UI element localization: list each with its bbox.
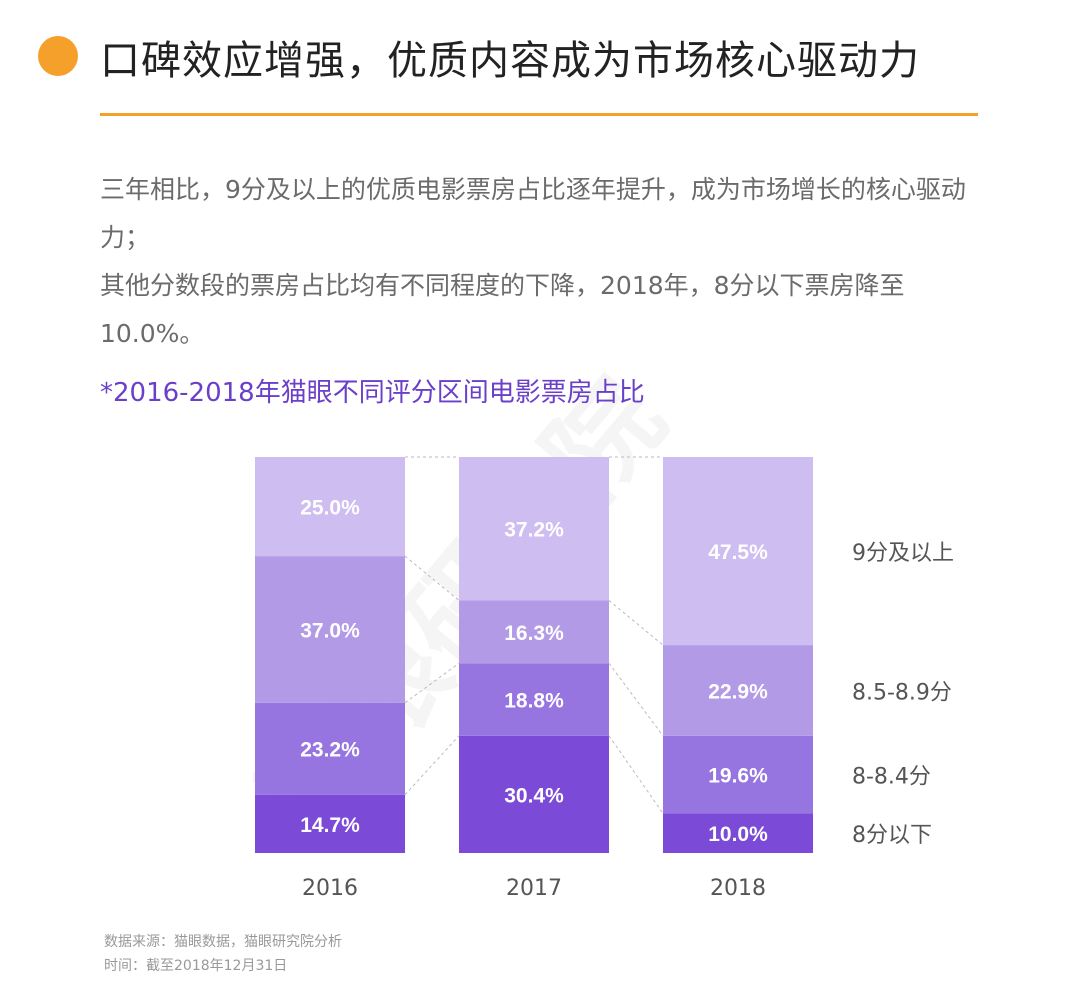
data-label: 23.2%	[300, 739, 360, 762]
data-label: 30.4%	[504, 784, 564, 807]
data-label: 10.0%	[708, 823, 768, 846]
data-label: 37.2%	[504, 519, 564, 542]
data-label: 16.3%	[504, 622, 564, 645]
data-label: 19.6%	[708, 765, 768, 788]
legend-label: 8.5-8.9分	[852, 680, 952, 705]
data-label: 14.7%	[300, 814, 360, 837]
data-label: 22.9%	[708, 680, 768, 703]
connector-line	[404, 662, 460, 704]
bar-segment	[255, 457, 405, 557]
title-bullet-icon	[38, 36, 78, 76]
description-paragraph: 三年相比，9分及以上的优质电影票房占比逐年提升，成为市场增长的核心驱动力；	[100, 175, 966, 252]
x-tick-label: 2017	[506, 876, 562, 901]
bar-segment	[255, 556, 405, 703]
description: 三年相比，9分及以上的优质电影票房占比逐年提升，成为市场增长的核心驱动力； 其他…	[100, 166, 990, 358]
description-paragraph: 其他分数段的票房占比均有不同程度的下降，2018年，8分以下票房降至10.0%。	[100, 271, 905, 348]
bar-segment	[255, 794, 405, 853]
connector-line	[608, 600, 664, 646]
source-note: 数据来源：猫眼数据，猫眼研究院分析	[104, 934, 342, 950]
bar-segment	[459, 600, 609, 664]
legend-label: 9分及以上	[852, 541, 954, 566]
page-title: 口碑效应增强，优质内容成为市场核心驱动力	[100, 38, 920, 84]
date-note: 时间：截至2018年12月31日	[104, 958, 288, 974]
connector-line	[404, 555, 460, 601]
connector-line	[404, 735, 460, 796]
data-label: 25.0%	[300, 497, 360, 520]
bar-segment	[459, 735, 609, 853]
bar-segment	[255, 702, 405, 795]
bar-segment	[663, 645, 813, 736]
x-tick-label: 2018	[710, 876, 766, 901]
connector-line	[608, 735, 664, 814]
data-label: 18.8%	[504, 690, 564, 713]
bar-segment	[663, 735, 813, 814]
bar-segment	[663, 457, 813, 646]
legend-label: 8分以下	[852, 823, 932, 848]
data-label: 47.5%	[708, 541, 768, 564]
footer: 数据来源：猫眼数据，猫眼研究院分析 时间：截至2018年12月31日	[104, 930, 342, 978]
bar-segment	[663, 813, 813, 853]
connector-line	[608, 662, 664, 737]
bar-segment	[459, 457, 609, 601]
data-label: 37.0%	[300, 619, 360, 642]
chart-title: *2016-2018年猫眼不同评分区间电影票房占比	[100, 378, 645, 408]
bar-segment	[459, 663, 609, 736]
x-tick-label: 2016	[302, 876, 358, 901]
legend-label: 8-8.4分	[852, 765, 931, 790]
title-divider	[100, 113, 978, 116]
